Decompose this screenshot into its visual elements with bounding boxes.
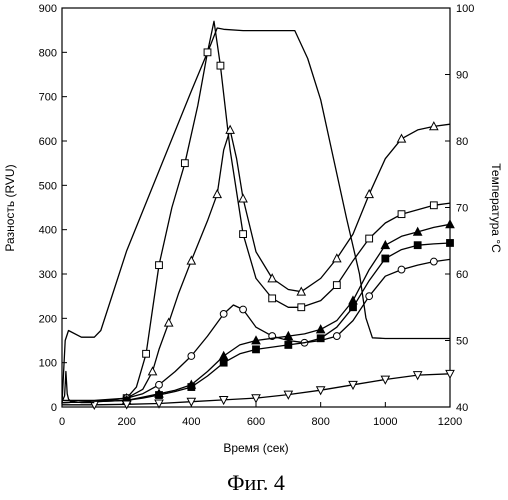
data-point-square [143,350,150,357]
y-left-tick-label: 600 [39,136,57,148]
data-point-square [430,202,437,209]
y-left-tick-label: 800 [39,47,57,59]
x-tick-label: 1200 [438,416,462,428]
data-point-triangle-up-filled [446,220,454,228]
data-point-square [366,235,373,242]
y-axis-left-title: Разность (RVU) [3,164,17,251]
data-point-triangle-up [213,190,221,198]
left-axis: 0 100 200 300 400 500 600 700 800 900 [39,3,67,414]
data-point-triangle-up [333,254,341,262]
data-point-circle [220,311,227,318]
data-point-triangle-up [268,274,276,282]
data-point-square-filled [188,384,195,391]
data-point-square [204,49,211,56]
data-point-square [269,295,276,302]
data-point-square [156,262,163,269]
y-right-tick-label: 40 [456,402,468,414]
data-point-circle [156,381,163,388]
data-point-square-filled [253,346,260,353]
data-point-square-filled [414,242,421,249]
data-point-circle [333,333,340,340]
series-line [62,124,450,402]
y-right-tick-label: 80 [456,136,468,148]
data-point-circle [430,258,437,265]
data-point-circle [240,306,247,313]
series-layer [62,21,454,409]
series-1-square [62,21,450,401]
x-axis-title: Время (сек) [223,441,288,455]
data-point-square [240,231,247,238]
data-point-triangle-up [165,319,173,327]
series-4-triangle-up-filled [62,220,454,404]
x-tick-label: 400 [182,416,200,428]
data-point-square-filled [382,255,389,262]
y-left-tick-label: 500 [39,180,57,192]
series-2-triangle-up [62,122,450,402]
data-point-square-filled [447,240,454,247]
data-point-circle [188,353,195,360]
y-left-tick-label: 300 [39,269,57,281]
data-point-square [333,282,340,289]
data-point-square [298,304,305,311]
data-point-triangle-up-filled [317,325,325,333]
y-left-tick-label: 400 [39,225,57,237]
y-left-tick-label: 200 [39,313,57,325]
data-point-circle [366,293,373,300]
y-left-tick-label: 100 [39,358,57,370]
data-point-triangle-up-filled [220,352,228,360]
y-right-tick-label: 70 [456,203,468,215]
data-point-square-filled [285,342,292,349]
data-point-square-filled [350,304,357,311]
y-right-tick-label: 90 [456,70,468,82]
data-point-square-filled [220,359,227,366]
y-left-tick-label: 900 [39,3,57,15]
data-point-triangle-up-filled [381,241,389,249]
data-point-triangle-up [398,135,406,143]
data-point-triangle-up [239,194,247,202]
x-tick-label: 1000 [373,416,397,428]
y-right-tick-label: 100 [456,3,474,15]
data-point-square-filled [317,335,324,342]
series-line [62,259,450,402]
figure-caption: Фиг. 4 [227,470,285,495]
data-point-square [398,211,405,218]
data-point-triangle-up [365,190,373,198]
y-right-tick-label: 50 [456,336,468,348]
x-tick-label: 800 [311,416,329,428]
series-5-square-filled [62,240,453,404]
y-left-tick-label: 0 [51,402,57,414]
data-point-square [217,62,224,69]
x-tick-label: 600 [247,416,265,428]
y-axis-right-title: Температура °С [489,163,503,253]
data-point-triangle-up [187,257,195,265]
data-point-square-filled [156,392,163,399]
series-7-none [62,372,94,403]
y-right-tick-label: 60 [456,269,468,281]
x-tick-label: 0 [59,416,65,428]
series-3-circle [62,258,450,402]
data-point-square [181,160,188,167]
series-line [62,372,94,403]
y-left-tick-label: 700 [39,92,57,104]
x-tick-label: 200 [117,416,135,428]
data-point-triangle-up [149,367,157,375]
series-6-triangle-down [62,370,454,409]
x-axis: 0 200 400 600 800 1000 1200 [59,402,462,428]
data-point-circle [398,266,405,273]
